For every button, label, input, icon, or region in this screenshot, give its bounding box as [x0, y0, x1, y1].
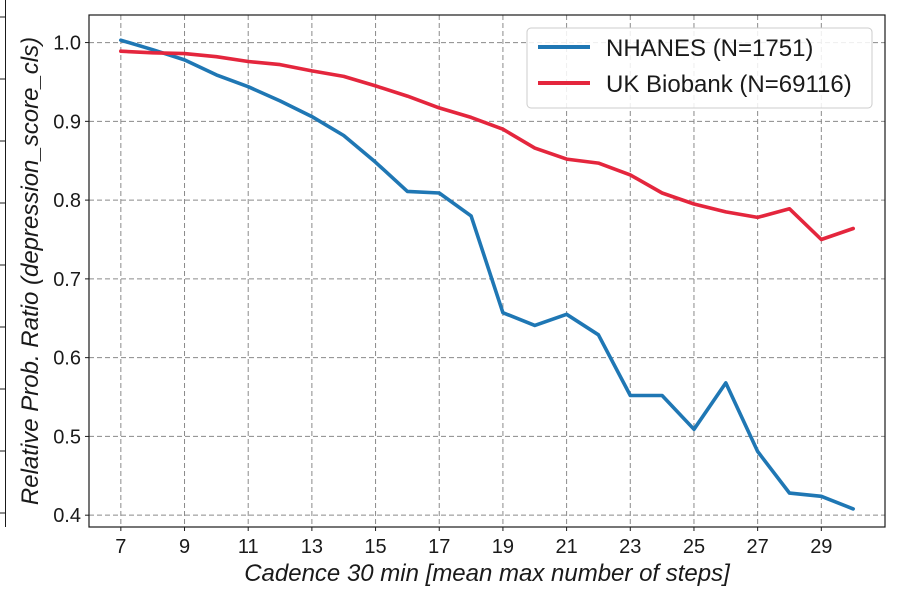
y-tick-label: 0.9 — [53, 111, 81, 133]
grid-lines — [89, 15, 885, 527]
series-line-nhanes — [119, 38, 856, 511]
x-tick-label: 9 — [179, 536, 190, 558]
legend-label-uk-biobank: UK Biobank (N=69116) — [606, 71, 852, 98]
y-tick-label: 0.7 — [53, 269, 81, 291]
x-tick-label: 11 — [238, 536, 259, 558]
plot-frame — [88, 14, 886, 528]
y-tick-label: 0.4 — [53, 505, 81, 527]
y-axis-title: Relative Prob. Ratio (depression_score_c… — [17, 37, 44, 505]
y-axis-ticks: 0.4 0.5 0.6 0.7 0.8 0.9 1.0 — [53, 33, 89, 527]
x-tick-label: 23 — [619, 536, 641, 558]
x-tick-label: 25 — [683, 536, 705, 558]
x-tick-label: 17 — [428, 536, 450, 558]
x-tick-label: 21 — [555, 536, 577, 558]
y-tick-label: 0.8 — [53, 190, 81, 212]
x-axis-title: Cadence 30 min [mean max number of steps… — [244, 560, 731, 587]
y-tick-label: 0.6 — [53, 348, 81, 370]
legend: NHANES (N=1751) UK Biobank (N=69116) — [526, 27, 873, 109]
x-tick-label: 15 — [364, 536, 386, 558]
x-tick-label: 19 — [492, 536, 514, 558]
x-tick-label: 13 — [301, 536, 323, 558]
legend-label-nhanes: NHANES (N=1751) — [606, 35, 813, 62]
x-axis-ticks: 7 9 11 13 15 17 19 21 23 25 27 29 — [115, 527, 832, 558]
series-lines — [119, 38, 856, 511]
outer-left-axis — [0, 0, 6, 527]
y-tick-label: 1.0 — [53, 33, 81, 55]
y-tick-label: 0.5 — [53, 426, 81, 448]
x-tick-label: 29 — [810, 536, 832, 558]
x-tick-label: 7 — [115, 536, 126, 558]
x-tick-label: 27 — [747, 536, 769, 558]
legend-box — [526, 27, 873, 109]
series-line-uk-biobank — [119, 49, 856, 242]
